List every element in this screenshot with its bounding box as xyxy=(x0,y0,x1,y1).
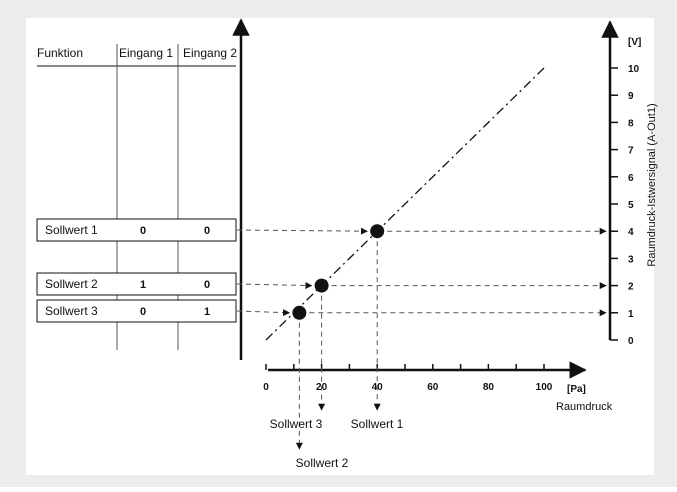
row-label: Sollwert 3 xyxy=(45,304,98,318)
x-axis-unit: [Pa] xyxy=(567,384,586,395)
below-label-sollwert-1: Sollwert 1 xyxy=(351,417,404,431)
y-axis-unit: [V] xyxy=(628,37,641,48)
point-sollwert-3 xyxy=(292,305,307,320)
y-tick-label: 2 xyxy=(628,282,634,293)
header-funktion: Funktion xyxy=(37,46,83,60)
y-tick-label: 3 xyxy=(628,254,634,265)
header-eingang-2: Eingang 2 xyxy=(183,46,237,60)
x-tick-label: 100 xyxy=(536,382,553,393)
y-axis: [V] 0 1 2 3 4 5 6 7 8 9 10 Raumdruck-Istwersignal … xyxy=(601,20,658,347)
row-label: Sollwert 1 xyxy=(45,223,98,237)
connector-row-sollwert-2 xyxy=(236,281,313,289)
row-input1: 1 xyxy=(140,279,146,291)
y-tick-label: 7 xyxy=(628,146,634,157)
y-tick-label: 6 xyxy=(628,173,634,184)
x-tick-label: 80 xyxy=(483,382,495,393)
row-input2: 1 xyxy=(204,306,210,318)
y-tick-label: 1 xyxy=(628,309,634,320)
y-tick-label: 5 xyxy=(628,200,634,211)
row-input2: 0 xyxy=(204,279,210,291)
y-tick-label: 10 xyxy=(628,64,640,75)
row-input1: 0 xyxy=(140,306,146,318)
row-input2: 0 xyxy=(204,225,210,237)
header-eingang-1: Eingang 1 xyxy=(119,46,173,60)
y-axis-label: Raumdruck-Istwersignal (A-Out1) xyxy=(646,103,658,266)
table-row-sollwert-3: Sollwert 3 0 1 xyxy=(36,299,237,323)
characteristic-line xyxy=(265,67,545,341)
table-row-sollwert-1: Sollwert 1 0 0 xyxy=(36,218,237,242)
input-table: Funktion Eingang 1 Eingang 2 Sollwert 1 … xyxy=(36,44,237,350)
x-tick-label: 60 xyxy=(427,382,439,393)
y-tick-label: 0 xyxy=(628,336,634,347)
y-tick-label: 8 xyxy=(628,118,634,129)
table-row-sollwert-2: Sollwert 2 1 0 xyxy=(36,272,237,296)
below-label-sollwert-2: Sollwert 2 xyxy=(296,456,349,470)
y-tick-label: 4 xyxy=(628,227,634,238)
below-label-sollwert-3: Sollwert 3 xyxy=(270,417,323,431)
row-label: Sollwert 2 xyxy=(45,277,98,291)
point-sollwert-1 xyxy=(370,224,385,239)
point-sollwert-2 xyxy=(314,278,329,293)
canvas-background xyxy=(26,18,654,475)
connector-row-sollwert-1 xyxy=(236,227,368,235)
x-tick-label: 0 xyxy=(263,382,269,393)
x-axis-label: Raumdruck xyxy=(556,401,613,413)
y-tick-label: 9 xyxy=(628,91,634,102)
row-input1: 0 xyxy=(140,225,146,237)
